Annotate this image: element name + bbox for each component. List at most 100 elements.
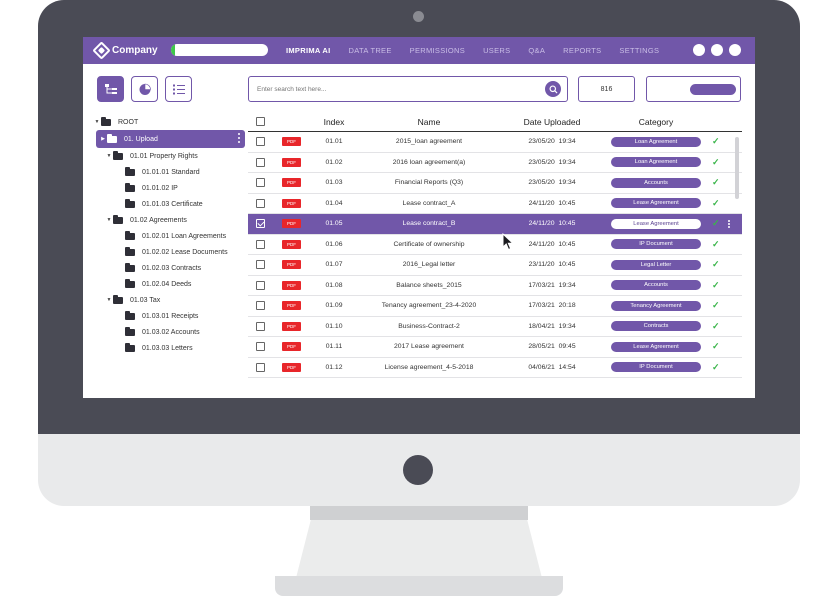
tree-caret-icon[interactable]: ▼ [106, 297, 112, 303]
window-control-dot-2[interactable] [711, 44, 723, 56]
category-badge[interactable]: IP Document [611, 239, 701, 250]
row-date: 23/05/20 19:34 [528, 158, 576, 166]
table-row[interactable]: PDF 01.12 License agreement_4-5-2018 04/06/… [248, 358, 742, 378]
tree-item[interactable]: 01.01.01 Standard [93, 164, 245, 180]
row-checkbox[interactable] [255, 178, 265, 188]
nav-item-6[interactable]: SETTINGS [619, 46, 660, 55]
search-icon [548, 84, 558, 94]
tree-item[interactable]: ▶ 01. Upload [96, 130, 245, 148]
row-date: 18/04/21 19:34 [528, 322, 576, 330]
tree-item[interactable]: 01.02.04 Deeds [93, 276, 245, 292]
category-badge[interactable]: Tenancy Agreement [611, 300, 701, 311]
category-badge[interactable]: Accounts [611, 177, 701, 188]
table-row[interactable]: PDF 01.10 Business-Contract-2 18/04/21 19:3… [248, 317, 742, 337]
table-row[interactable]: PDF 01.03 Financial Reports (Q3) 23/05/20 1… [248, 173, 742, 194]
table-row[interactable]: PDF 01.08 Balance sheets_2015 17/03/21 19:3… [248, 276, 742, 296]
header-name[interactable]: Name [417, 116, 441, 127]
tree-item[interactable]: ▼ ROOT [93, 114, 245, 130]
row-checkbox[interactable] [255, 198, 265, 208]
table-row[interactable]: PDF 01.06 Certificate of ownership 24/11/20… [248, 235, 742, 255]
search-input[interactable] [257, 83, 537, 96]
search-button[interactable] [545, 81, 561, 97]
category-badge[interactable]: Lease Agreement [611, 218, 701, 229]
camera-icon [413, 11, 424, 22]
nav-item-4[interactable]: Q&A [528, 46, 546, 55]
row-name[interactable]: 2017 Lease agreement [394, 343, 464, 351]
pie-chart-icon [139, 83, 151, 95]
tree-item[interactable]: ▼ 01.02 Agreements [93, 212, 245, 228]
window-control-dot-3[interactable] [729, 44, 741, 56]
table-row[interactable]: PDF 01.09 Tenancy agreement_23-4-2020 17/03… [248, 296, 742, 317]
nav-item-0[interactable]: IMPRIMA AI [286, 46, 331, 55]
row-name[interactable]: 2015_loan agreement [395, 138, 463, 146]
category-badge[interactable]: Loan Agreement [611, 157, 701, 168]
chart-view-button[interactable] [131, 76, 158, 102]
tree-item[interactable]: 01.03.02 Accounts [93, 324, 245, 340]
table-row[interactable]: PDF 01.05 Lease contract_B 24/11/20 10:45 Le… [248, 214, 742, 235]
row-checkbox[interactable] [255, 137, 265, 147]
zoom-slider[interactable] [690, 84, 736, 95]
tree-item[interactable]: 01.01.03 Certificate [93, 196, 245, 212]
nav-item-3[interactable]: USERS [483, 46, 511, 55]
row-name[interactable]: Financial Reports (Q3) [394, 179, 464, 187]
table-row[interactable]: PDF 01.11 2017 Lease agreement 28/05/21 09:… [248, 337, 742, 358]
tree-item[interactable]: 01.02.03 Contracts [93, 260, 245, 276]
nav-item-1[interactable]: DATA TREE [348, 46, 392, 55]
category-badge[interactable]: Loan Agreement [611, 136, 701, 147]
row-checkbox[interactable] [255, 362, 265, 372]
select-all-checkbox[interactable] [255, 117, 265, 126]
category-badge[interactable]: Lease Agreement [611, 198, 701, 209]
row-name[interactable]: Lease contract_A [402, 199, 456, 207]
nav-item-2[interactable]: PERMISSIONS [409, 46, 466, 55]
company-logo[interactable]: Company [92, 41, 158, 60]
row-name[interactable]: 2016_Legal letter [402, 261, 456, 269]
row-checkbox[interactable] [255, 219, 265, 229]
row-checkbox[interactable] [255, 239, 265, 249]
tree-item[interactable]: 01.02.02 Lease Documents [93, 244, 245, 260]
row-checkbox[interactable] [255, 260, 265, 270]
row-checkbox[interactable] [255, 280, 265, 290]
category-badge[interactable]: IP Document [611, 362, 701, 373]
tree-item[interactable]: 01.02.01 Loan Agreements [93, 228, 245, 244]
row-name[interactable]: Certificate of ownership [393, 240, 465, 248]
row-name[interactable]: Balance sheets_2015 [396, 281, 462, 289]
row-checkbox[interactable] [255, 301, 265, 311]
tree-view-button[interactable] [97, 76, 124, 102]
header-date-uploaded[interactable]: Date Uploaded [523, 116, 581, 127]
category-badge[interactable]: Contracts [611, 321, 701, 332]
tree-caret-icon[interactable]: ▼ [106, 217, 112, 223]
tree-item[interactable]: ▼ 01.03 Tax [93, 292, 245, 308]
list-view-button[interactable] [165, 76, 192, 102]
tree-item[interactable]: 01.03.01 Receipts [93, 308, 245, 324]
checkmark-icon: ✓ [712, 279, 720, 290]
table-row[interactable]: PDF 01.02 2016 loan agreement(a) 23/05/20 1… [248, 153, 742, 173]
tree-item[interactable]: 01.03.03 Letters [93, 340, 245, 356]
tree-item[interactable]: 01.01.02 IP [93, 180, 245, 196]
table-row[interactable]: PDF 01.07 2016_Legal letter 23/11/20 10:45 L… [248, 255, 742, 276]
table-row[interactable]: PDF 01.01 2015_loan agreement 23/05/20 19:3… [248, 132, 742, 153]
header-index[interactable]: Index [323, 116, 345, 127]
category-badge[interactable]: Legal Letter [611, 259, 701, 270]
row-checkbox[interactable] [255, 157, 265, 167]
row-name[interactable]: License agreement_4-5-2018 [384, 363, 474, 371]
tree-item-label: 01.02.02 Lease Documents [142, 248, 228, 256]
category-badge[interactable]: Accounts [611, 280, 701, 291]
row-checkbox[interactable] [255, 321, 265, 331]
header-category[interactable]: Category [638, 116, 674, 127]
tree-caret-icon[interactable]: ▼ [94, 119, 100, 125]
window-control-dot-1[interactable] [693, 44, 705, 56]
row-checkbox[interactable] [255, 342, 265, 352]
table-scrollbar[interactable] [735, 137, 739, 199]
more-options-icon[interactable] [727, 219, 730, 228]
tree-caret-icon[interactable]: ▶ [101, 136, 105, 142]
row-name[interactable]: Lease contract_B [402, 220, 456, 228]
category-badge[interactable]: Lease Agreement [611, 341, 701, 352]
row-name[interactable]: Business-Contract-2 [398, 322, 460, 330]
row-name[interactable]: 2016 loan agreement(a) [392, 158, 466, 166]
tree-caret-icon[interactable]: ▼ [106, 153, 112, 159]
more-options-icon[interactable] [238, 133, 240, 143]
row-name[interactable]: Tenancy agreement_23-4-2020 [381, 302, 477, 310]
table-row[interactable]: PDF 01.04 Lease contract_A 24/11/20 10:45 Le… [248, 194, 742, 214]
nav-item-5[interactable]: REPORTS [563, 46, 602, 55]
tree-item[interactable]: ▼ 01.01 Property Rights [93, 148, 245, 164]
